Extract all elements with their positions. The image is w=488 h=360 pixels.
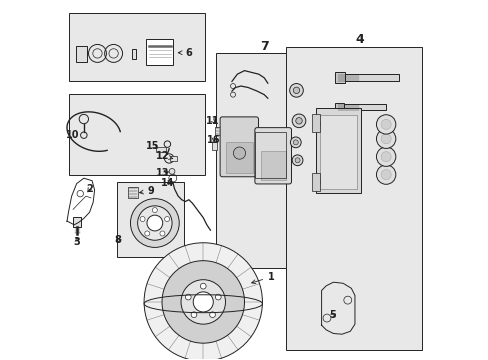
Text: 8: 8	[115, 235, 122, 245]
Circle shape	[295, 118, 302, 124]
Circle shape	[130, 199, 179, 247]
Circle shape	[144, 243, 262, 360]
Text: 15: 15	[146, 140, 160, 150]
Bar	[145, 40, 172, 64]
Bar	[128, 187, 138, 198]
Bar	[335, 74, 398, 81]
Text: 16: 16	[207, 135, 220, 145]
Circle shape	[292, 114, 305, 128]
Bar	[73, 217, 81, 227]
Text: 14: 14	[161, 177, 174, 188]
Circle shape	[380, 152, 390, 162]
Text: 7: 7	[259, 40, 268, 53]
Text: 13: 13	[156, 168, 169, 178]
Text: 9: 9	[139, 186, 154, 196]
Circle shape	[137, 206, 172, 240]
Circle shape	[380, 134, 390, 144]
Bar	[76, 45, 86, 62]
Bar	[311, 173, 319, 191]
Bar	[335, 72, 345, 83]
Bar	[117, 182, 183, 257]
Circle shape	[380, 120, 390, 130]
Bar	[311, 114, 319, 132]
Circle shape	[215, 294, 221, 300]
Circle shape	[160, 231, 164, 236]
Circle shape	[290, 137, 301, 148]
Bar	[69, 94, 204, 175]
Circle shape	[169, 168, 175, 174]
Circle shape	[191, 312, 197, 318]
Circle shape	[313, 121, 320, 128]
Bar	[260, 151, 285, 180]
Circle shape	[193, 292, 213, 312]
Bar	[215, 127, 220, 135]
Text: 11: 11	[206, 116, 219, 126]
Bar	[211, 141, 216, 149]
Circle shape	[162, 261, 244, 343]
Bar	[285, 47, 421, 350]
FancyBboxPatch shape	[254, 128, 291, 184]
Bar	[155, 147, 165, 152]
Circle shape	[233, 147, 245, 159]
Circle shape	[140, 216, 145, 221]
Circle shape	[376, 129, 395, 148]
Text: 4: 4	[355, 32, 364, 46]
Bar	[316, 108, 360, 193]
Circle shape	[294, 158, 300, 163]
Bar	[131, 49, 136, 59]
Circle shape	[200, 283, 206, 289]
Text: 12: 12	[156, 150, 172, 161]
Bar	[215, 53, 310, 268]
Circle shape	[376, 165, 395, 184]
Circle shape	[164, 216, 169, 221]
Bar	[69, 13, 204, 81]
Text: 1: 1	[251, 272, 274, 284]
Bar	[225, 142, 252, 173]
Circle shape	[376, 147, 395, 166]
Bar	[335, 103, 344, 112]
Circle shape	[293, 140, 298, 145]
Text: 10: 10	[66, 130, 79, 140]
Bar	[169, 156, 177, 161]
Circle shape	[147, 215, 163, 231]
Text: 2: 2	[86, 184, 93, 194]
Text: 6: 6	[178, 48, 192, 58]
Circle shape	[292, 155, 303, 166]
Bar	[319, 116, 357, 189]
Circle shape	[144, 231, 149, 236]
Circle shape	[380, 170, 390, 180]
FancyBboxPatch shape	[220, 117, 258, 177]
Circle shape	[376, 115, 395, 134]
Circle shape	[293, 87, 299, 94]
Circle shape	[152, 208, 157, 213]
Bar	[335, 104, 386, 110]
Text: 3: 3	[74, 237, 80, 247]
Circle shape	[181, 280, 225, 324]
Bar	[254, 132, 285, 178]
Circle shape	[185, 294, 191, 300]
Text: 5: 5	[329, 310, 336, 320]
Circle shape	[289, 84, 303, 97]
Circle shape	[313, 178, 320, 185]
Circle shape	[209, 312, 215, 318]
